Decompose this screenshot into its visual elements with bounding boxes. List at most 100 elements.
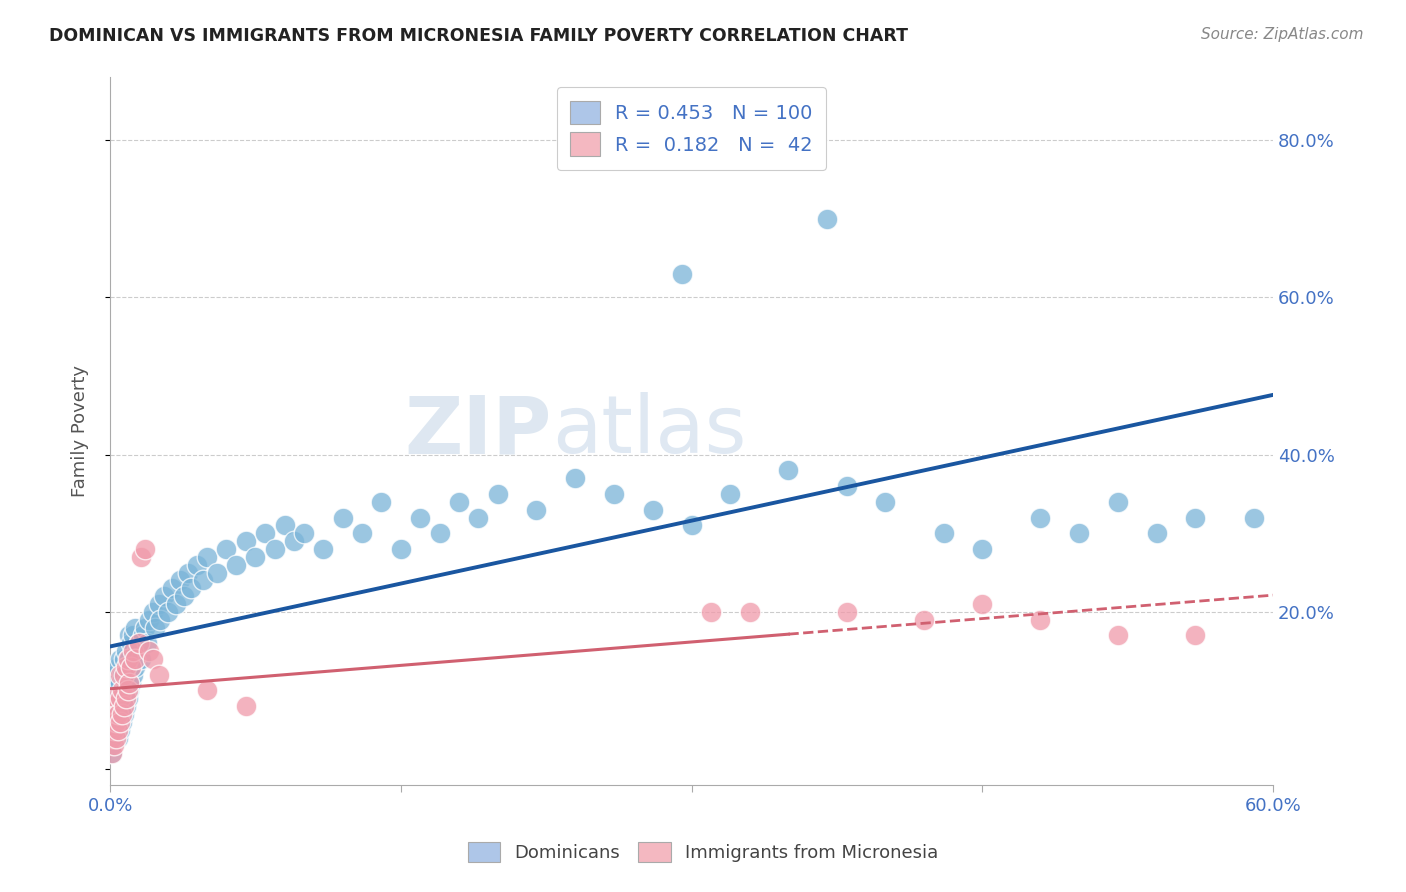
Point [835, 605, 858, 619]
Text: atlas: atlas [553, 392, 747, 470]
Point [103, 714, 125, 729]
Point [875, 495, 897, 509]
Point [176, 566, 198, 580]
Point [1184, 628, 1206, 642]
Point [1146, 526, 1168, 541]
Point [118, 675, 141, 690]
Point [169, 574, 191, 588]
Point [103, 723, 125, 737]
Point [142, 652, 165, 666]
Y-axis label: Family Poverty: Family Poverty [72, 365, 89, 497]
Point [127, 644, 149, 658]
Point [778, 463, 800, 477]
Point [108, 667, 131, 681]
Point [273, 518, 295, 533]
Point [120, 660, 142, 674]
Point [104, 731, 127, 745]
Point [467, 510, 489, 524]
Point [107, 691, 129, 706]
Point [112, 706, 135, 721]
Point [153, 589, 176, 603]
Point [104, 691, 127, 706]
Point [111, 691, 134, 706]
Point [114, 699, 136, 714]
Point [104, 706, 127, 721]
Text: DOMINICAN VS IMMIGRANTS FROM MICRONESIA FAMILY POVERTY CORRELATION CHART: DOMINICAN VS IMMIGRANTS FROM MICRONESIA … [49, 27, 908, 45]
Point [912, 613, 935, 627]
Point [114, 691, 136, 706]
Point [1029, 613, 1052, 627]
Legend: Dominicans, Immigrants from Micronesia: Dominicans, Immigrants from Micronesia [460, 834, 946, 870]
Point [134, 541, 156, 556]
Point [191, 574, 214, 588]
Point [104, 675, 127, 690]
Point [195, 549, 218, 564]
Point [120, 675, 142, 690]
Point [254, 526, 277, 541]
Point [112, 667, 135, 681]
Point [835, 479, 858, 493]
Point [932, 526, 955, 541]
Point [245, 549, 267, 564]
Point [815, 211, 838, 226]
Point [101, 747, 124, 761]
Point [114, 660, 136, 674]
Point [107, 723, 129, 737]
Point [389, 541, 412, 556]
Point [718, 487, 741, 501]
Point [148, 597, 170, 611]
Point [103, 699, 125, 714]
Point [641, 502, 664, 516]
Point [108, 714, 131, 729]
Text: Source: ZipAtlas.com: Source: ZipAtlas.com [1201, 27, 1364, 42]
Point [104, 691, 127, 706]
Point [111, 714, 134, 729]
Point [1107, 628, 1129, 642]
Point [157, 605, 180, 619]
Point [124, 660, 146, 674]
Point [108, 723, 131, 737]
Point [186, 558, 208, 572]
Point [114, 675, 136, 690]
Point [205, 566, 228, 580]
Point [149, 613, 172, 627]
Point [235, 699, 257, 714]
Point [215, 541, 238, 556]
Point [118, 652, 141, 666]
Point [1029, 510, 1052, 524]
Point [681, 518, 703, 533]
Point [118, 628, 141, 642]
Point [195, 683, 218, 698]
Point [526, 502, 548, 516]
Point [160, 582, 183, 596]
Point [117, 683, 139, 698]
Point [429, 526, 451, 541]
Point [1069, 526, 1091, 541]
Point [103, 739, 125, 753]
Point [409, 510, 432, 524]
Point [671, 267, 693, 281]
Point [134, 621, 156, 635]
Point [124, 621, 146, 635]
Point [124, 652, 146, 666]
Point [135, 636, 157, 650]
Point [101, 739, 124, 753]
Point [111, 667, 134, 681]
Point [447, 495, 470, 509]
Point [564, 471, 586, 485]
Point [165, 597, 187, 611]
Point [148, 667, 170, 681]
Legend: R = 0.453   N = 100, R =  0.182   N =  42: R = 0.453 N = 100, R = 0.182 N = 42 [557, 87, 827, 169]
Point [1243, 510, 1265, 524]
Point [111, 706, 134, 721]
Point [108, 691, 131, 706]
Point [128, 636, 150, 650]
Point [138, 644, 160, 658]
Point [142, 605, 165, 619]
Point [107, 731, 129, 745]
Point [118, 683, 141, 698]
Point [117, 660, 139, 674]
Point [120, 636, 142, 650]
Point [332, 510, 354, 524]
Point [111, 683, 134, 698]
